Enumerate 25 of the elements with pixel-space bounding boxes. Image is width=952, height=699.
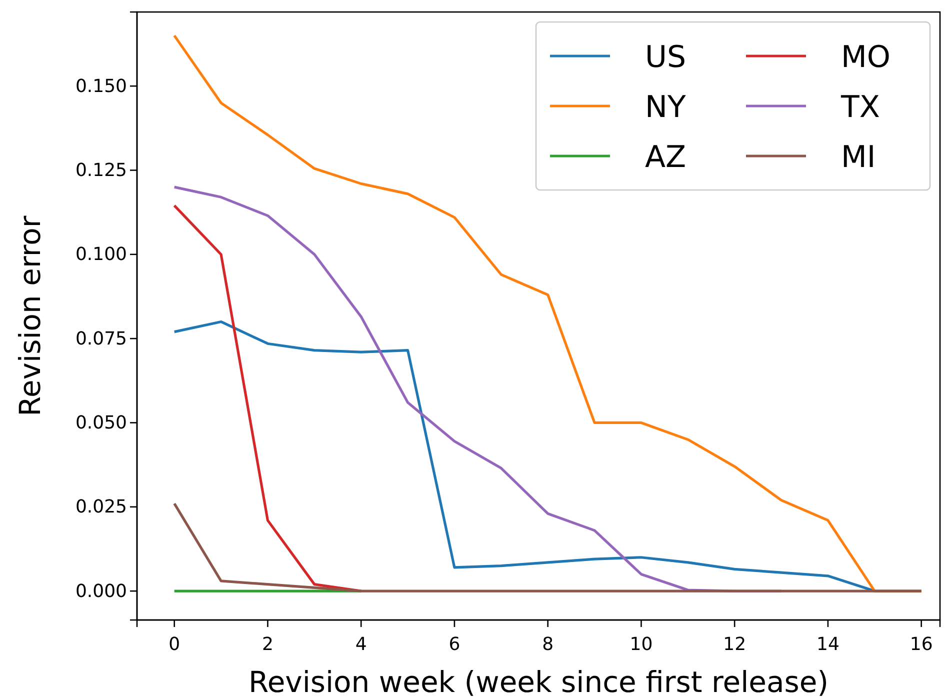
legend-label: AZ xyxy=(645,140,686,175)
x-tick-label: 2 xyxy=(262,634,274,655)
x-tick-label: 10 xyxy=(630,634,653,655)
legend-label: TX xyxy=(840,90,880,125)
legend-label: MO xyxy=(841,40,890,75)
x-tick-label: 12 xyxy=(723,634,746,655)
y-tick-label: 0.050 xyxy=(75,412,127,434)
x-axis-title: Revision week (week since first release) xyxy=(248,665,829,699)
y-tick-label: 0.000 xyxy=(75,580,127,602)
y-tick-label: 0.100 xyxy=(75,244,127,266)
y-tick-label: 0.025 xyxy=(75,496,127,518)
line-series xyxy=(173,502,923,592)
x-tick-label: 4 xyxy=(355,634,367,655)
y-tick-label: 0.150 xyxy=(75,76,127,97)
y-tick-label: 0.125 xyxy=(75,160,127,181)
x-tick-label: 16 xyxy=(910,634,933,655)
x-tick-label: 0 xyxy=(168,634,180,655)
legend-label: MI xyxy=(841,140,876,175)
x-tick-label: 8 xyxy=(542,634,554,655)
x-tick-label: 6 xyxy=(448,634,460,655)
x-tick-label: 14 xyxy=(816,634,840,655)
y-tick-label: 0.075 xyxy=(75,328,127,350)
legend-label: US xyxy=(645,40,686,75)
legend-label: NY xyxy=(645,90,686,125)
y-axis-title: Revision error xyxy=(13,216,47,416)
